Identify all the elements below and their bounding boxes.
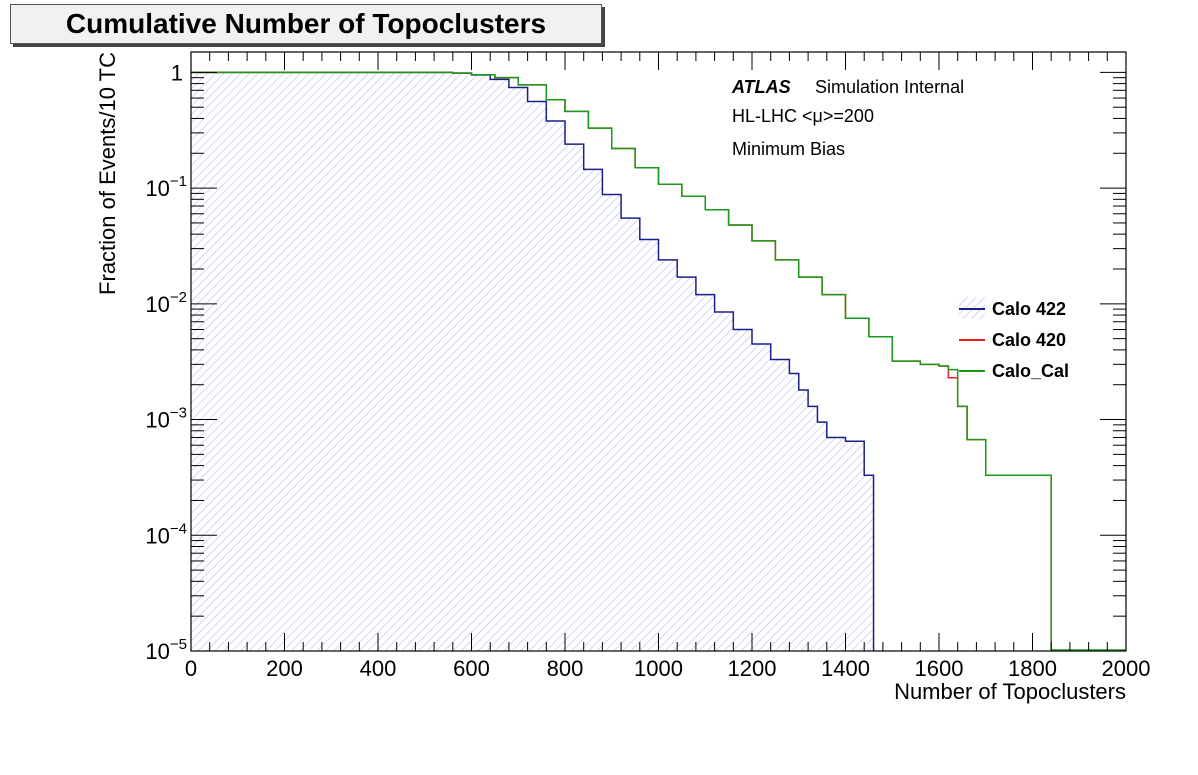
series-line-calo-422 — [191, 71, 875, 651]
chart-title-box: Cumulative Number of Topoclusters — [10, 4, 602, 44]
legend-label: Calo 420 — [992, 330, 1066, 350]
atlas-label: ATLAS — [731, 77, 791, 97]
y-tick-label: 10−5 — [145, 636, 187, 664]
x-tick-label: 800 — [547, 656, 584, 681]
x-tick-label: 400 — [360, 656, 397, 681]
atlas-status-label: Simulation Internal — [815, 77, 964, 97]
y-tick-label: 10−3 — [145, 405, 187, 433]
legend: Calo 422 Calo 420 Calo_Cal — [959, 297, 1069, 381]
x-tick-label: 600 — [453, 656, 490, 681]
legend-entry-calo-420: Calo 420 — [959, 330, 1066, 350]
y-tick-label: 10−1 — [145, 173, 187, 201]
legend-entry-calo-422: Calo 422 — [959, 297, 1066, 319]
x-tick-label: 200 — [266, 656, 303, 681]
sample-label: Minimum Bias — [732, 139, 845, 159]
x-tick-label: 1000 — [634, 656, 683, 681]
chart-title: Cumulative Number of Topoclusters — [65, 8, 547, 39]
legend-label: Calo 422 — [992, 299, 1066, 319]
x-axis-ticks: 0 200 400 600 800 1000 1200 1400 1600 1800 2000 — [185, 52, 1151, 681]
legend-entry-calo-cal: Calo_Cal — [959, 361, 1069, 381]
x-tick-label: 1600 — [915, 656, 964, 681]
conditions-label: HL-LHC <μ>=200 — [732, 106, 874, 126]
y-tick-label: 1 — [171, 60, 183, 85]
x-tick-label: 2000 — [1102, 656, 1151, 681]
x-axis-title: Number of Topoclusters — [894, 679, 1126, 704]
annotation-block: ATLAS Simulation Internal HL-LHC <μ>=200… — [731, 77, 964, 159]
x-tick-label: 0 — [185, 656, 197, 681]
series-layer — [191, 71, 1126, 651]
legend-label: Calo_Cal — [992, 361, 1069, 381]
y-tick-label: 10−2 — [145, 289, 187, 317]
y-axis-ticks: 1 10−1 10−2 10−3 10−4 10−5 — [145, 60, 1126, 664]
x-tick-label: 1200 — [728, 656, 777, 681]
series-fill-calo-422 — [191, 72, 874, 651]
x-tick-label: 1400 — [821, 656, 870, 681]
series-line-calo-cal — [191, 71, 1052, 651]
y-tick-label: 10−4 — [145, 520, 187, 548]
y-axis-title: Fraction of Events/10 TC — [95, 52, 120, 295]
fill-layer — [191, 72, 874, 651]
x-tick-label: 1800 — [1008, 656, 1057, 681]
